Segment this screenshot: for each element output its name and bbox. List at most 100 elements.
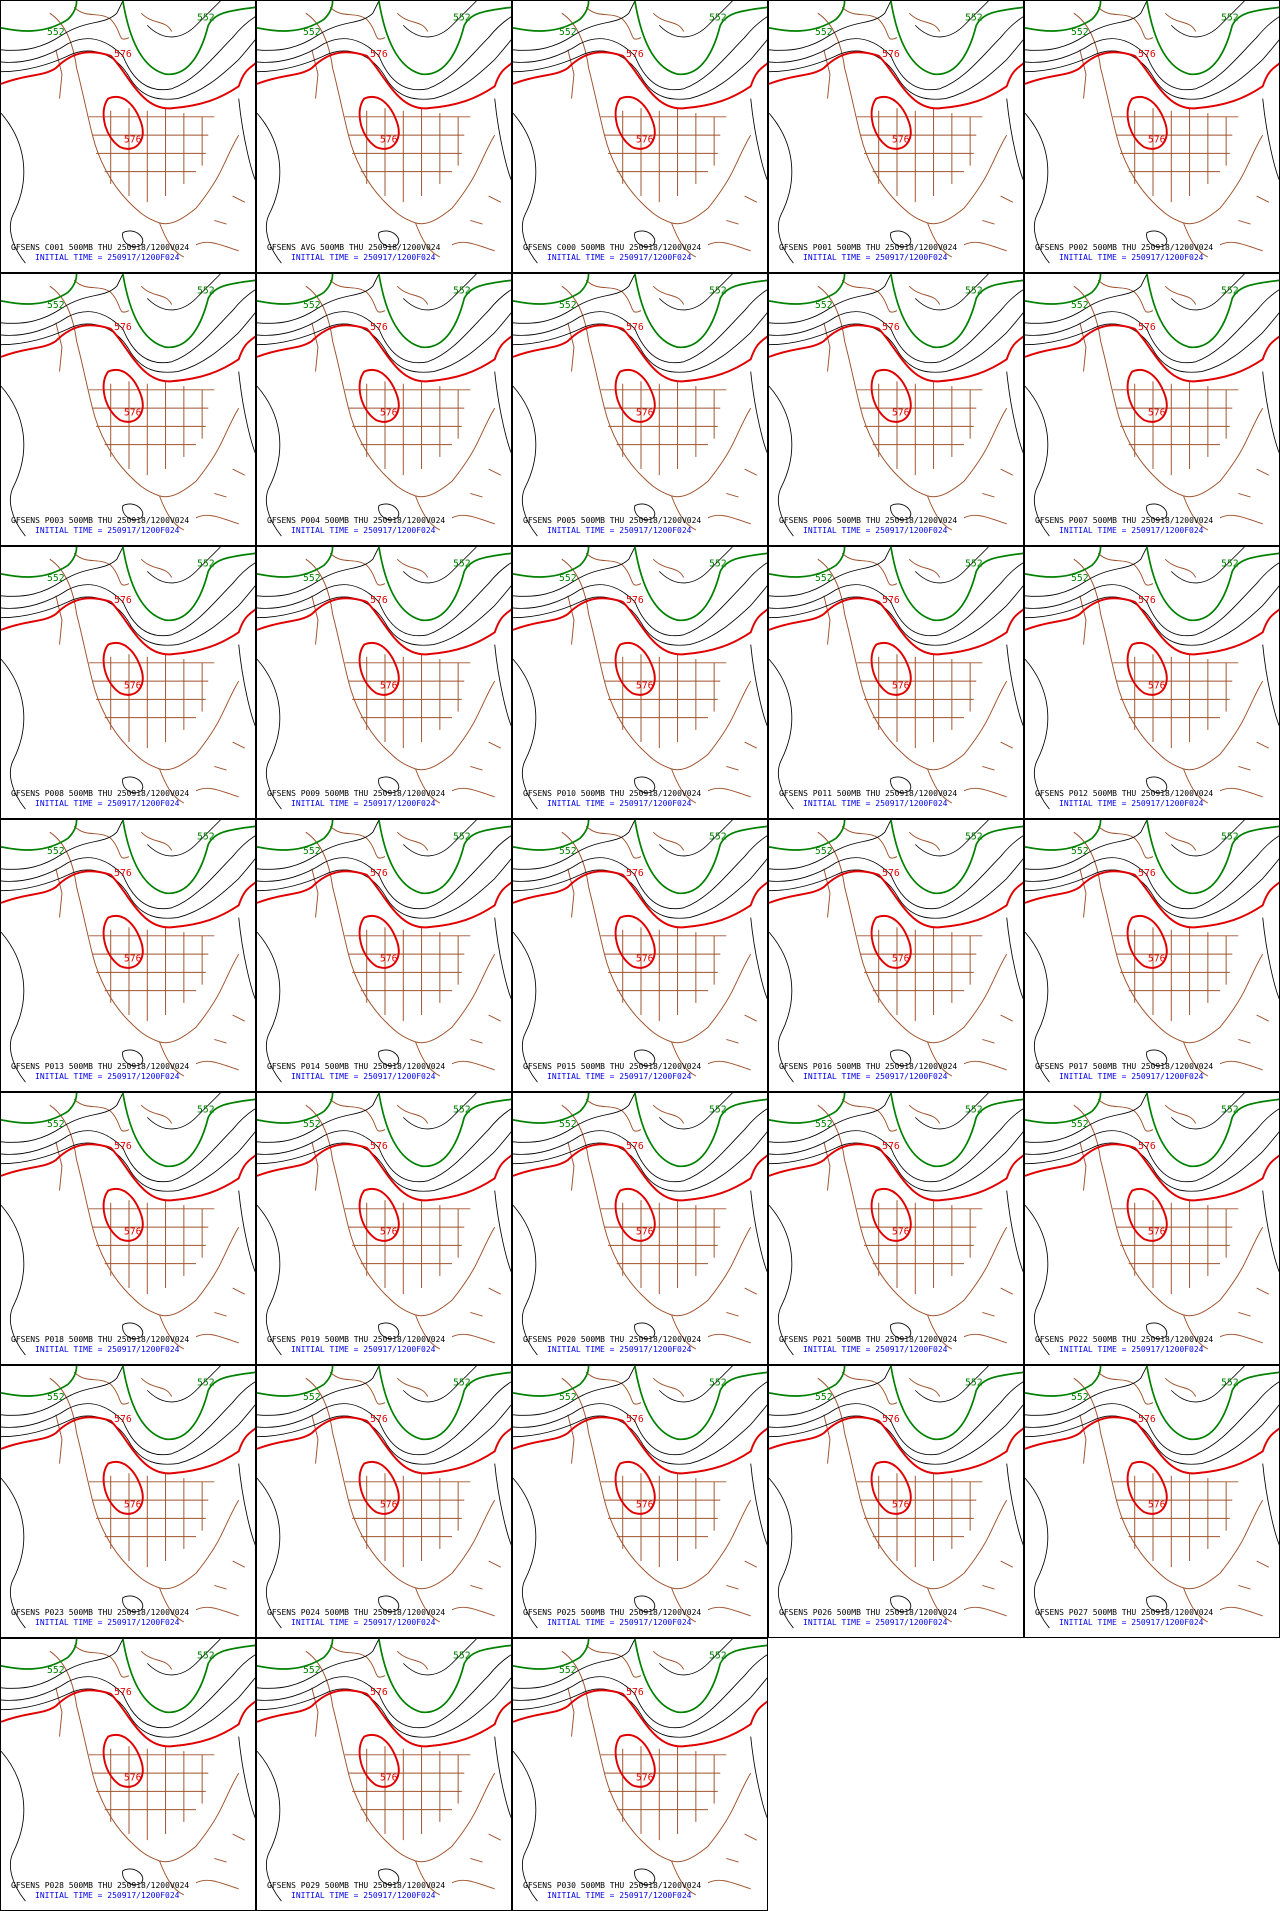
map-drawing: 552 552 576 576 [769,820,1023,1084]
map-panel: 552 552 576 576 GFSENS P025 500MB THU 250918… [512,1365,768,1638]
contour-label: 576 [636,407,654,418]
panel-title: GFSENS P002 500MB THU 250918/1200V024 [1035,243,1213,252]
panel-title: GFSENS P007 500MB THU 250918/1200V024 [1035,516,1213,525]
map: 552 552 576 576 GFSENS P009 500MB THU 250918… [257,547,511,811]
map: 552 552 576 576 GFSENS P019 500MB THU 250918… [257,1093,511,1357]
contour-label: 552 [453,286,471,297]
init-time: INITIAL TIME = 250917/1200F024 [803,799,948,808]
map-panel: 552 552 576 576 GFSENS P003 500MB THU 250918… [0,273,256,546]
contour-label: 552 [303,1665,321,1676]
map: 552 552 576 576 GFSENS P028 500MB THU 250918… [1,1639,255,1903]
contour-label: 576 [892,1226,910,1237]
contour-label: 576 [636,1226,654,1237]
contour-label: 576 [892,1499,910,1510]
contour-label: 576 [882,595,900,606]
contours [1,1093,255,1357]
map-panel: 552 552 576 576 GFSENS C001 500MB THU 250918… [0,0,256,273]
init-time: INITIAL TIME = 250917/1200F024 [1059,253,1204,262]
contour-label: 576 [370,49,388,60]
map-drawing: 552 552 576 576 [513,1639,767,1903]
contour-label: 552 [1071,27,1089,38]
contour-label: 552 [559,1392,577,1403]
contour-label: 576 [380,680,398,691]
init-time: INITIAL TIME = 250917/1200F024 [1059,1072,1204,1081]
map: 552 552 576 576 GFSENS P010 500MB THU 250918… [513,547,767,811]
map: 552 552 576 576 GFSENS P026 500MB THU 250918… [769,1366,1023,1630]
contours [1025,1,1279,265]
map: 552 552 576 576 GFSENS P023 500MB THU 250918… [1,1366,255,1630]
contour-label: 576 [114,595,132,606]
map-drawing: 552 552 576 576 [769,1366,1023,1630]
contour-label: 552 [709,559,727,570]
contours [257,820,511,1084]
panel-title: GFSENS C001 500MB THU 250918/1200V024 [11,243,189,252]
map-panel: 552 552 576 576 GFSENS P014 500MB THU 250918… [256,819,512,1092]
contour-label: 552 [47,846,65,857]
contour-label: 552 [1221,559,1239,570]
contours [257,1093,511,1357]
map-drawing: 552 552 576 576 [257,547,511,811]
contour-label: 552 [303,1392,321,1403]
contours [1025,274,1279,538]
map-panel: 552 552 576 576 GFSENS AVG 500MB THU 250918/… [256,0,512,273]
contour-label: 576 [124,1772,142,1783]
contour-label: 576 [626,1141,644,1152]
map-panel: 552 552 576 576 GFSENS P029 500MB THU 250918… [256,1638,512,1911]
contour-label: 576 [892,407,910,418]
map-panel: 552 552 576 576 GFSENS P002 500MB THU 250918… [1024,0,1280,273]
contours [1,1366,255,1630]
contour-label: 552 [197,1651,215,1662]
panel-title: GFSENS P022 500MB THU 250918/1200V024 [1035,1335,1213,1344]
contour-label: 552 [453,13,471,24]
contour-label: 576 [1138,322,1156,333]
contour-label: 552 [303,846,321,857]
contour-label: 552 [453,1105,471,1116]
contours [513,1639,767,1903]
map-drawing: 552 552 576 576 [1,1,255,265]
contours [1025,1093,1279,1357]
contour-label: 552 [47,27,65,38]
contours [513,1366,767,1630]
contours [1,820,255,1084]
map: 552 552 576 576 GFSENS P012 500MB THU 250918… [1025,547,1279,811]
map-drawing: 552 552 576 576 [769,1,1023,265]
panel-title: GFSENS P009 500MB THU 250918/1200V024 [267,789,445,798]
map-panel: 552 552 576 576 GFSENS P006 500MB THU 250918… [768,273,1024,546]
map: 552 552 576 576 GFSENS P022 500MB THU 250918… [1025,1093,1279,1357]
contour-label: 552 [1221,832,1239,843]
contour-label: 576 [380,134,398,145]
contour-label: 576 [114,49,132,60]
contour-label: 552 [709,1651,727,1662]
map-drawing: 552 552 576 576 [257,1639,511,1903]
contour-label: 576 [882,1141,900,1152]
map-drawing: 552 552 576 576 [513,547,767,811]
panel-title: GFSENS P017 500MB THU 250918/1200V024 [1035,1062,1213,1071]
contours [769,547,1023,811]
init-time: INITIAL TIME = 250917/1200F024 [291,1618,436,1627]
init-time: INITIAL TIME = 250917/1200F024 [35,799,180,808]
contour-label: 576 [882,868,900,879]
contours [1025,1366,1279,1630]
panel-title: GFSENS P024 500MB THU 250918/1200V024 [267,1608,445,1617]
contour-label: 552 [965,559,983,570]
contour-label: 576 [1138,49,1156,60]
panel-title: GFSENS P001 500MB THU 250918/1200V024 [779,243,957,252]
contour-label: 576 [1148,407,1166,418]
contour-label: 576 [124,1499,142,1510]
contour-label: 552 [1071,300,1089,311]
init-time: INITIAL TIME = 250917/1200F024 [35,526,180,535]
contour-label: 552 [47,1665,65,1676]
contour-label: 552 [1221,1105,1239,1116]
map-panel: 552 552 576 576 GFSENS P023 500MB THU 250918… [0,1365,256,1638]
contour-label: 552 [559,573,577,584]
contours [769,1366,1023,1630]
map-panel: 552 552 576 576 GFSENS P017 500MB THU 250918… [1024,819,1280,1092]
init-time: INITIAL TIME = 250917/1200F024 [803,526,948,535]
map: 552 552 576 576 GFSENS P005 500MB THU 250918… [513,274,767,538]
panel-title: GFSENS P010 500MB THU 250918/1200V024 [523,789,701,798]
init-time: INITIAL TIME = 250917/1200F024 [291,526,436,535]
map: 552 552 576 576 GFSENS AVG 500MB THU 250918/… [257,1,511,265]
map: 552 552 576 576 GFSENS P004 500MB THU 250918… [257,274,511,538]
contour-label: 552 [815,1392,833,1403]
map: 552 552 576 576 GFSENS P002 500MB THU 250918… [1025,1,1279,265]
